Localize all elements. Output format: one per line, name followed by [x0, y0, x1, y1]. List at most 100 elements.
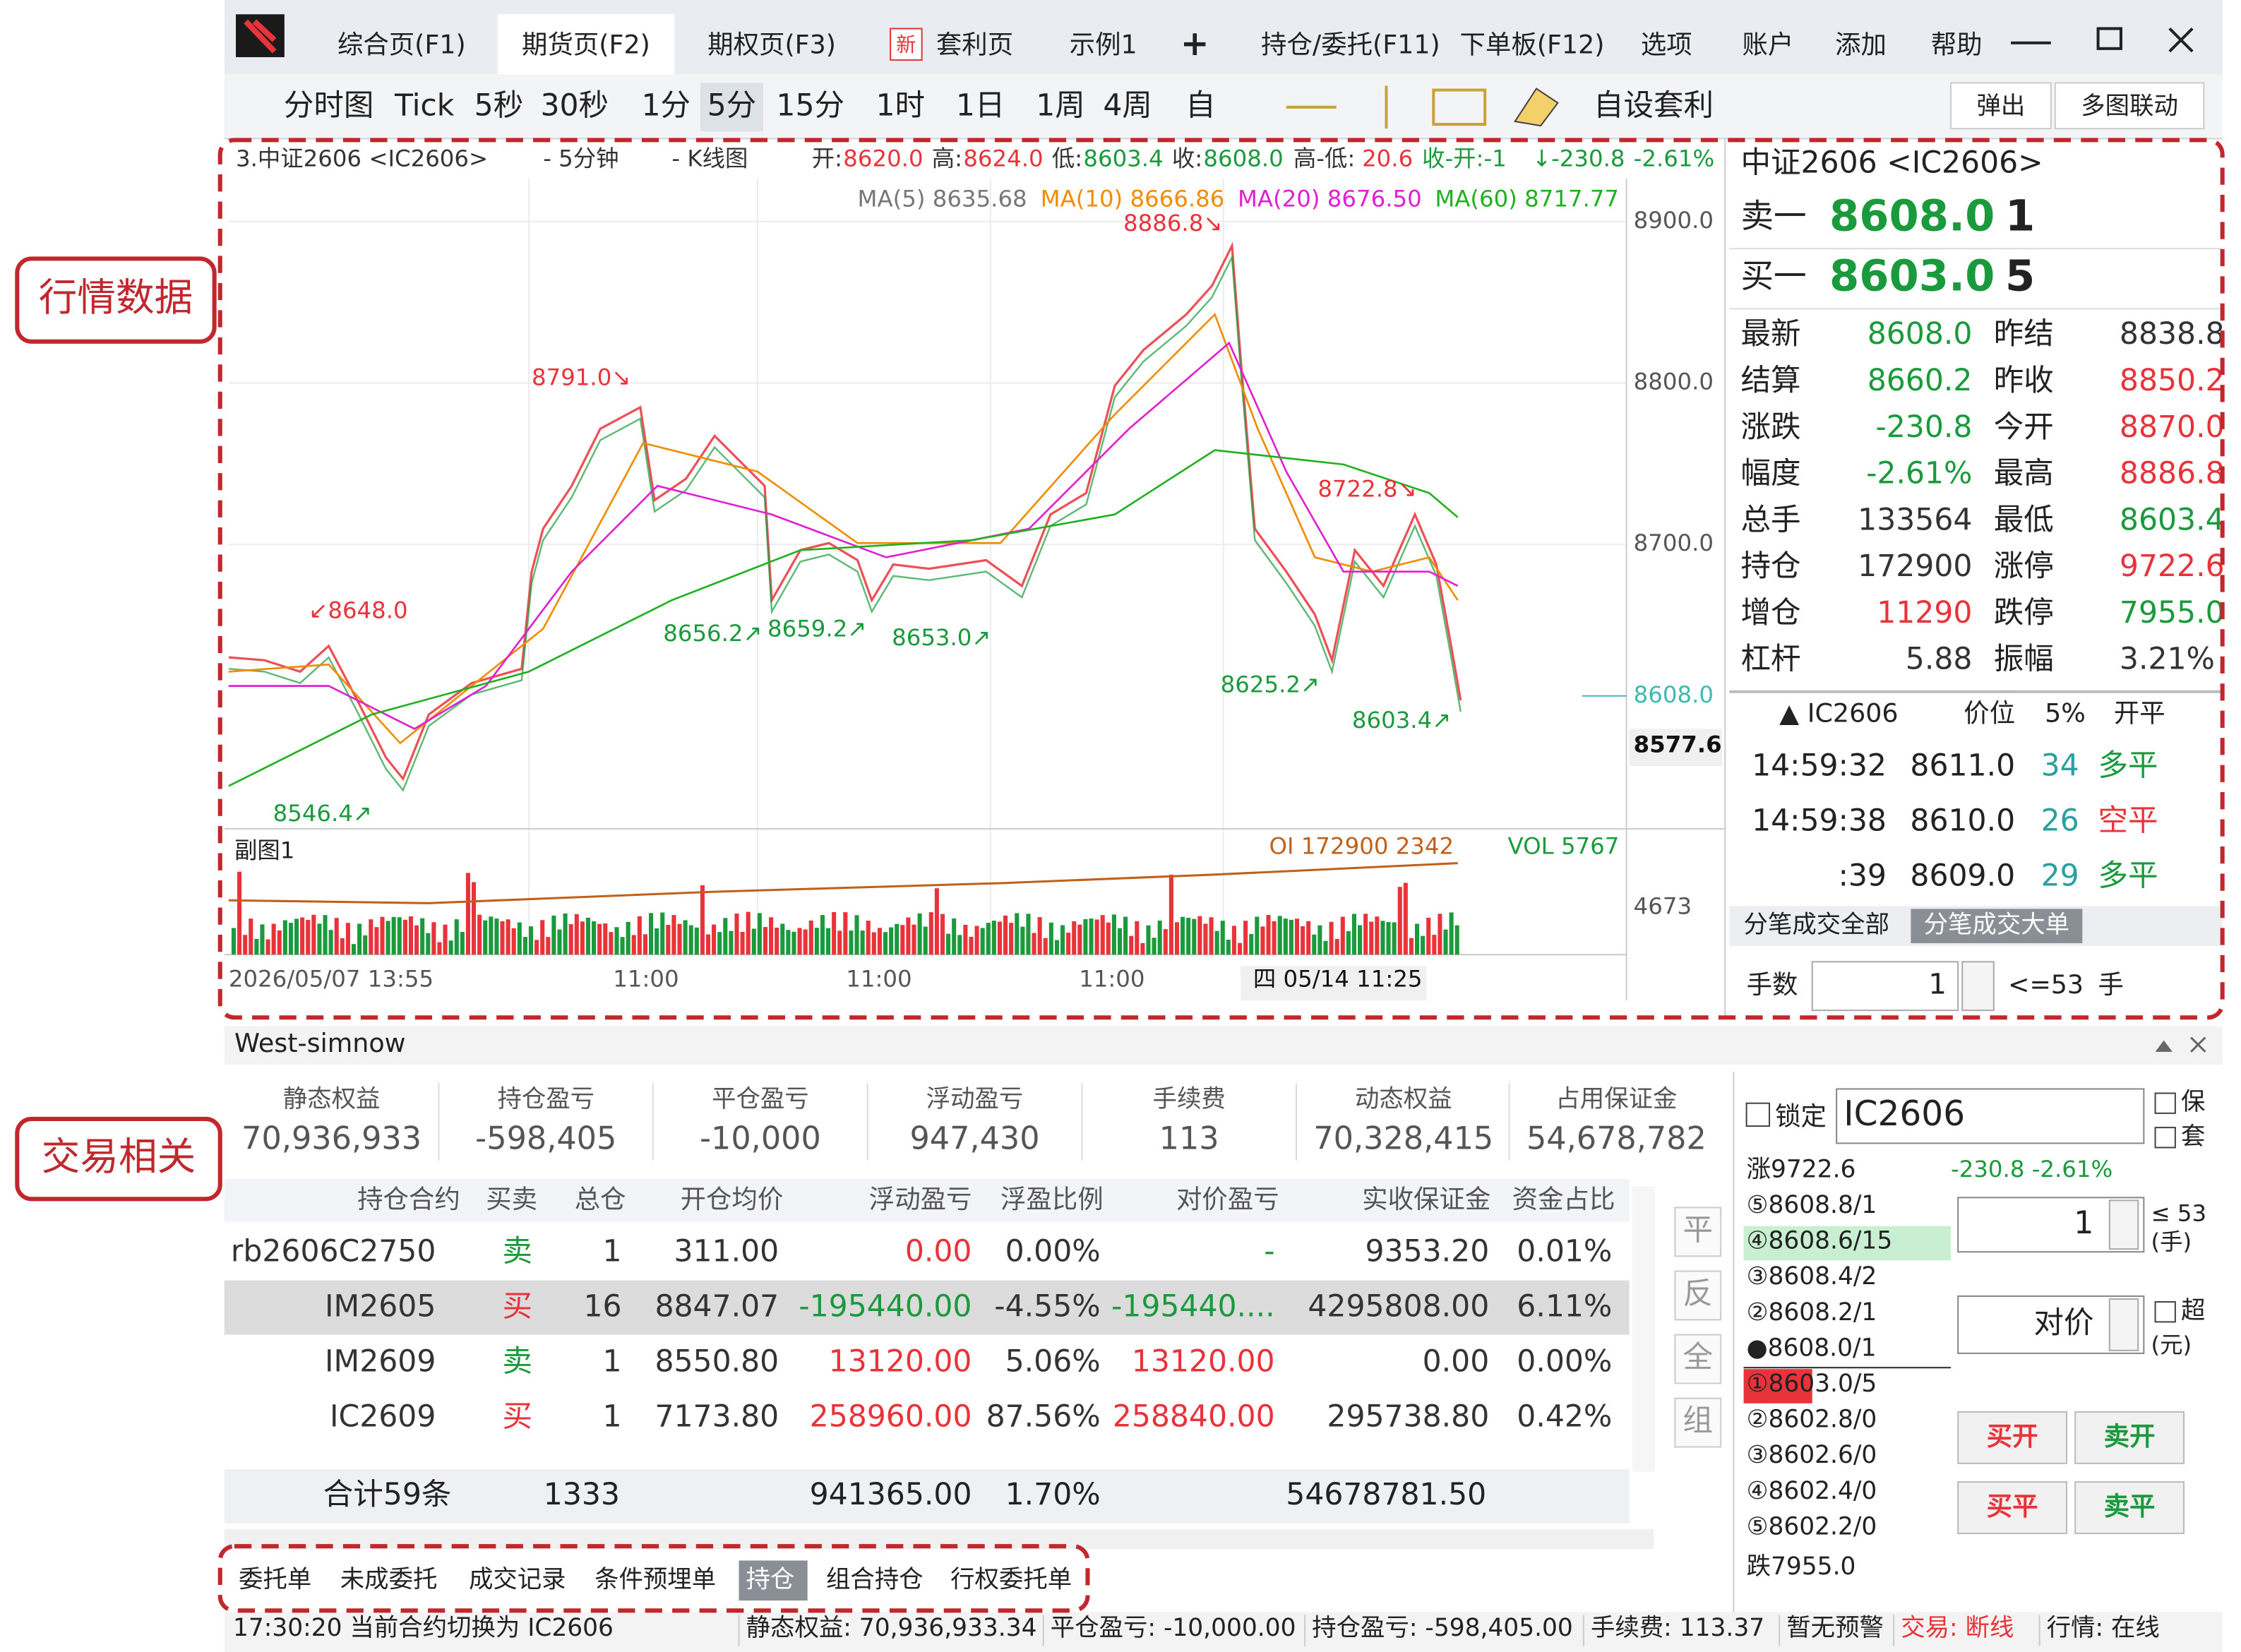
spinner[interactable] [2108, 1298, 2139, 1351]
toolbar-item[interactable]: 1时 [876, 88, 925, 123]
toolbar-item[interactable]: 弹出 [1977, 92, 2026, 120]
toolbar-item[interactable]: 自设套利 [1594, 88, 1714, 123]
order-button[interactable] [1957, 1481, 2068, 1535]
toolbar-item[interactable]: Tick [394, 88, 455, 123]
checkbox[interactable] [1745, 1102, 1771, 1127]
volume-shape [592, 921, 597, 955]
total-cell: 941365.00 [810, 1478, 972, 1512]
bottom-tab[interactable]: 委托单 [239, 1565, 311, 1593]
spinner[interactable] [1961, 961, 1995, 1012]
side-button[interactable] [1674, 1397, 1722, 1448]
volume-shape [775, 927, 779, 955]
stat-label: 持仓 [1741, 549, 1801, 584]
summary-value: 54,678,782 [1526, 1120, 1707, 1156]
price-trace [228, 241, 1462, 782]
tab[interactable]: 综合页(F1) [337, 29, 466, 59]
bottom-tab[interactable]: 成交记录 [469, 1565, 566, 1593]
volume-shape [483, 920, 488, 955]
tick-tab[interactable]: 分笔成交大单 [1924, 911, 2069, 939]
price-label: 8659.2↗ [767, 616, 866, 642]
volume-shape [1048, 922, 1053, 955]
table-cell: 1 [602, 1235, 621, 1269]
toolbar-item[interactable]: 分时图 [284, 88, 374, 123]
tick-time: :39 [1839, 858, 1887, 893]
side-button[interactable] [1674, 1207, 1722, 1257]
bottom-tab[interactable]: 持仓 [746, 1565, 795, 1593]
tab[interactable]: 示例1 [1070, 29, 1137, 59]
tab[interactable]: 选项 [1641, 29, 1692, 59]
active-tab [1911, 909, 2083, 943]
tab[interactable]: 帮助 [1931, 29, 1983, 59]
table-cell: 0.00% [1005, 1235, 1101, 1269]
summary-label: 动态权益 [1355, 1085, 1452, 1113]
bottom-tab[interactable]: 条件预埋单 [594, 1565, 716, 1593]
bottom-tab[interactable]: 行权委托单 [950, 1565, 1072, 1593]
qty-input[interactable] [1811, 961, 1959, 1012]
table-cell: 9353.20 [1365, 1235, 1489, 1269]
volume-shape [277, 930, 282, 955]
order-button-label[interactable]: 卖平 [2104, 1491, 2156, 1521]
bottom-tab[interactable]: 未成委托 [340, 1565, 438, 1593]
tab[interactable]: 账户 [1743, 29, 1794, 59]
volume-shape [1174, 922, 1179, 955]
order-button-label[interactable]: 买开 [1987, 1421, 2038, 1452]
order-button[interactable] [2074, 1411, 2185, 1464]
price-label: 8886.8↘ [1123, 210, 1222, 237]
volume-shape [705, 934, 711, 955]
checkbox[interactable] [2154, 1092, 2176, 1114]
table-cell: IM2609 [325, 1345, 436, 1379]
volume-shape [1317, 925, 1322, 955]
volume-shape [763, 927, 768, 955]
tab[interactable]: 持仓/委托(F11) [1261, 29, 1440, 59]
order-button-label[interactable]: 买平 [1987, 1491, 2038, 1521]
collapse-icon [2155, 1040, 2173, 1052]
tab[interactable]: 下单板(F12) [1459, 29, 1604, 59]
tick-time: 14:59:32 [1752, 749, 1887, 784]
toolbar-item[interactable]: 4周 [1103, 88, 1152, 123]
tick-tab[interactable]: 分笔成交全部 [1744, 911, 1889, 939]
toolbar-item[interactable]: 15分 [776, 88, 844, 123]
spinner[interactable] [2108, 1199, 2139, 1250]
tick-header: 价位 [1964, 698, 2015, 729]
order-button-label[interactable]: 卖开 [2104, 1421, 2156, 1452]
volume-shape [1020, 926, 1025, 955]
chart-header-item: 8624.0 [963, 145, 1043, 172]
table-cell: 买 [503, 1290, 533, 1324]
checkbox[interactable] [2154, 1301, 2176, 1323]
bottom-tab[interactable]: 组合持仓 [826, 1565, 924, 1593]
volume-shape [917, 913, 922, 955]
volume-shape [1043, 938, 1048, 955]
tab[interactable]: + [1181, 24, 1209, 64]
order-button[interactable] [2074, 1481, 2185, 1535]
checkbox[interactable] [2154, 1127, 2176, 1149]
toolbar-item[interactable]: 5分 [707, 88, 757, 123]
tab[interactable]: 添加 [1835, 29, 1887, 59]
toolbar-item[interactable]: 1日 [956, 88, 1005, 123]
tab[interactable]: 套利页 [936, 29, 1013, 59]
toolbar-item[interactable]: 多图联动 [2081, 92, 2178, 120]
volume-shape [363, 935, 368, 955]
toolbar-item[interactable]: 5秒 [474, 88, 524, 123]
table-cell: IC2609 [330, 1400, 436, 1435]
toolbar-item[interactable]: 1分 [642, 88, 691, 123]
tab[interactable]: 期权页(F3) [707, 29, 836, 59]
contract-input[interactable] [1836, 1088, 2145, 1144]
side-button[interactable] [1674, 1270, 1722, 1321]
volume-shape [729, 930, 734, 955]
total-cell: 合计59条 [323, 1478, 452, 1512]
volume-shape [386, 921, 390, 955]
table-cell: 0.00% [1517, 1345, 1612, 1379]
volume-shape [369, 919, 374, 955]
toolbar-item[interactable]: 1周 [1036, 88, 1085, 123]
toolbar-item[interactable]: 30秒 [540, 88, 609, 123]
volume-shape [414, 925, 419, 955]
tab[interactable]: 期货页(F2) [522, 29, 650, 59]
order-button[interactable] [1957, 1411, 2068, 1464]
side-button[interactable] [1674, 1334, 1722, 1384]
active-tab [739, 1560, 808, 1601]
volume-shape [614, 927, 619, 955]
volume-shape [969, 936, 974, 955]
stat-label: 最高 [1994, 457, 2054, 491]
toolbar-item[interactable]: 自 [1185, 88, 1216, 123]
volume-shape [974, 926, 979, 955]
